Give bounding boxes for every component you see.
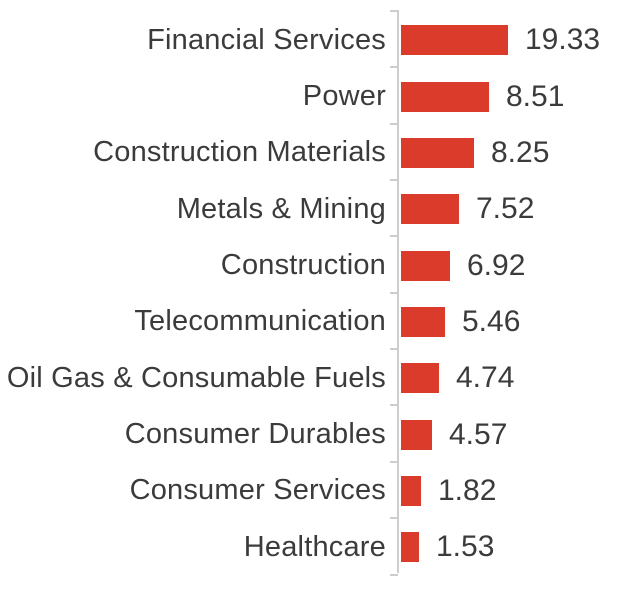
axis-tick <box>390 122 398 125</box>
value-label: 19.33 <box>525 23 601 57</box>
bar <box>401 25 508 56</box>
bar <box>401 419 432 450</box>
value-label: 1.53 <box>436 530 495 564</box>
value-label: 1.82 <box>438 473 497 507</box>
value-label: 5.46 <box>462 304 521 338</box>
axis-tick <box>390 404 398 407</box>
axis-tick <box>390 291 398 294</box>
chart-row: Consumer Services 1.82 <box>0 463 600 519</box>
category-label: Oil Gas & Consumable Fuels <box>6 361 386 394</box>
value-label: 8.51 <box>506 79 565 113</box>
chart-row: Construction 6.92 <box>0 237 600 293</box>
category-label: Telecommunication <box>134 305 386 338</box>
chart-rows: Financial Services 19.33 Power 8.51 Construc… <box>0 12 600 575</box>
bar <box>401 475 421 506</box>
value-label: 4.74 <box>456 361 515 395</box>
bar <box>401 250 450 281</box>
chart-row: Consumer Durables 4.57 <box>0 406 600 462</box>
axis-tick <box>390 179 398 182</box>
value-label: 7.52 <box>476 192 535 226</box>
value-label: 6.92 <box>467 248 526 282</box>
axis-tick <box>390 460 398 463</box>
bar <box>401 194 459 225</box>
chart-row: Power 8.51 <box>0 68 600 124</box>
axis-tick <box>390 348 398 351</box>
category-label: Construction Materials <box>93 136 386 169</box>
chart-row: Construction Materials 8.25 <box>0 125 600 181</box>
category-label: Construction <box>220 249 386 282</box>
axis-tick <box>390 235 398 238</box>
axis-tick <box>390 517 398 520</box>
bar <box>401 81 489 112</box>
axis-tick <box>390 10 398 12</box>
category-label: Financial Services <box>147 23 386 56</box>
chart-row: Metals & Mining 7.52 <box>0 181 600 237</box>
axis-tick <box>390 66 398 69</box>
category-label: Power <box>302 80 386 113</box>
chart-row: Financial Services 19.33 <box>0 12 600 68</box>
category-label: Healthcare <box>243 530 386 563</box>
value-label: 4.57 <box>449 417 508 451</box>
bar <box>401 306 445 337</box>
chart-row: Telecommunication 5.46 <box>0 294 600 350</box>
category-axis-line <box>397 10 399 573</box>
category-label: Consumer Durables <box>124 418 386 451</box>
bar <box>401 363 439 394</box>
bar <box>401 532 419 563</box>
category-label: Metals & Mining <box>176 192 386 225</box>
bar <box>401 137 474 168</box>
category-label: Consumer Services <box>129 474 386 507</box>
value-label: 8.25 <box>491 135 550 169</box>
chart-row: Oil Gas & Consumable Fuels 4.74 <box>0 350 600 406</box>
axis-tick <box>390 573 398 576</box>
chart-row: Healthcare 1.53 <box>0 519 600 575</box>
